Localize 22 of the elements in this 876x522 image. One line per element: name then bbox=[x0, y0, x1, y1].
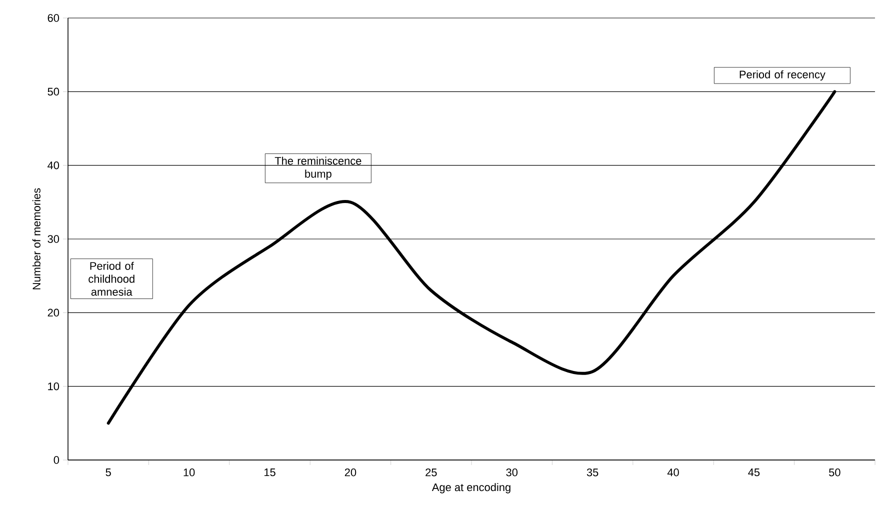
x-tick-label: 35 bbox=[586, 468, 598, 476]
x-tick-label: 10 bbox=[184, 468, 195, 476]
y-tick-label: 50 bbox=[48, 88, 60, 96]
y-tick-label: 10 bbox=[48, 382, 60, 390]
x-tick-label: 15 bbox=[264, 468, 276, 476]
y-tick-label: 40 bbox=[48, 161, 60, 170]
x-tick-label: 50 bbox=[829, 468, 840, 476]
annotation: The reminiscence bump bbox=[274, 156, 362, 180]
x-tick-label: 20 bbox=[344, 468, 356, 476]
y-tick-label: 30 bbox=[48, 235, 60, 243]
y-tick-label: 60 bbox=[48, 14, 60, 22]
x-tick-label: 45 bbox=[748, 468, 760, 476]
y-tick-label: 20 bbox=[48, 308, 60, 317]
x-tick-label: 40 bbox=[667, 468, 679, 476]
annotation: Period of childhood amnesia bbox=[88, 262, 134, 296]
x-tick-label: 30 bbox=[506, 468, 518, 476]
annotation: Period of recency bbox=[740, 70, 826, 81]
x-tick-label: 25 bbox=[426, 468, 437, 476]
x-axis-title: Age at encoding bbox=[432, 483, 510, 494]
x-tick-label: 5 bbox=[106, 468, 111, 476]
y-tick-label: 0 bbox=[54, 456, 60, 464]
y-axis-title: Number of memories bbox=[32, 188, 40, 290]
